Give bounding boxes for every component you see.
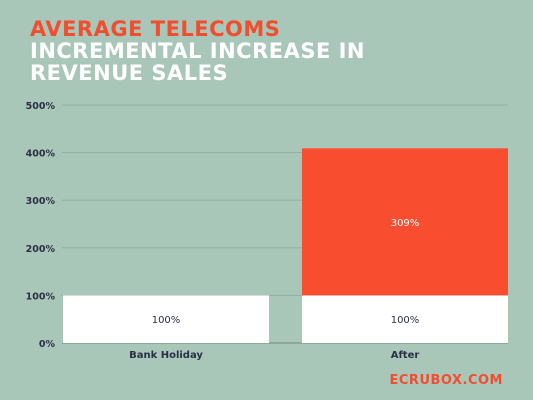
bar-segment <box>63 295 269 343</box>
data-label: 100% <box>391 315 420 326</box>
x-tick-label: After <box>391 350 420 361</box>
data-label: 309% <box>391 218 420 229</box>
bar-segment <box>302 295 508 343</box>
y-tick-label: 100% <box>26 291 56 302</box>
title-line-3: REVENUE SALES <box>30 61 229 85</box>
y-tick-label: 200% <box>26 244 56 255</box>
y-tick-label: 0% <box>39 339 56 350</box>
title-line-2: INCREMENTAL INCREASE IN <box>30 39 366 63</box>
brand-label: ECRUBOX.COM <box>389 373 503 388</box>
bars: 100% 100% 309% <box>63 148 508 343</box>
x-axis-ticks: Bank Holiday After <box>129 350 419 361</box>
bar-segment <box>302 148 508 296</box>
y-tick-label: 400% <box>26 149 56 160</box>
title-line-1: AVERAGE TELECOMS <box>30 17 281 41</box>
y-tick-label: 300% <box>26 196 56 207</box>
x-tick-label: Bank Holiday <box>129 350 203 361</box>
chart-title: AVERAGE TELECOMS INCREMENTAL INCREASE IN… <box>30 18 365 84</box>
y-tick-label: 500% <box>26 101 56 112</box>
data-label: 100% <box>152 315 181 326</box>
y-axis-ticks: 0% 100% 200% 300% 400% 500% <box>26 101 56 350</box>
